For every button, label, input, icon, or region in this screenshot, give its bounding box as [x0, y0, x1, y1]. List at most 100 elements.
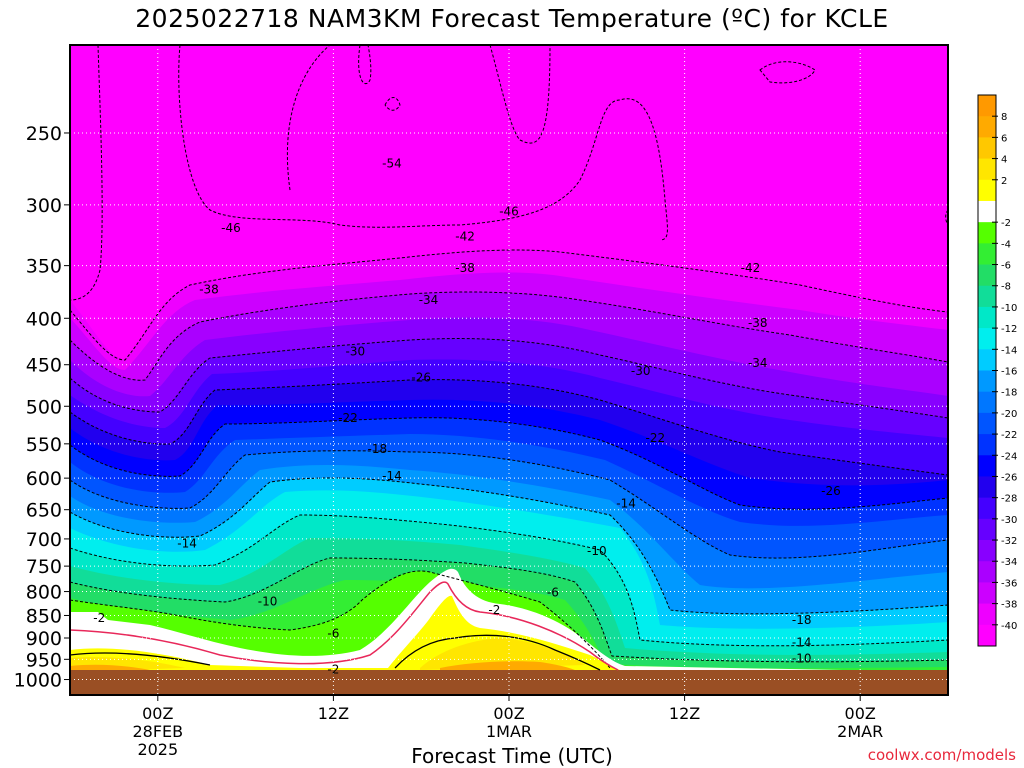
colorbar-label: 6 — [1001, 133, 1007, 144]
colorbar-label: -34 — [1001, 557, 1017, 568]
colorbar-label: -4 — [1001, 239, 1011, 250]
contour-label: -22 — [646, 431, 666, 445]
colorbar-swatch — [978, 497, 996, 520]
contour-label: -42 — [741, 261, 761, 275]
colorbar-label: -16 — [1001, 367, 1017, 378]
x-tick-label: 12Z — [318, 704, 349, 723]
colorbar-swatch — [978, 624, 996, 647]
contour-label: -14 — [382, 469, 402, 483]
x-tick-label: 00Z — [142, 704, 173, 723]
contour-label: -10 — [792, 651, 812, 665]
contour-label: -22 — [338, 411, 358, 425]
colorbar-swatch — [978, 95, 996, 117]
colorbar-label: -20 — [1001, 409, 1017, 420]
colorbar-swatch — [978, 582, 996, 605]
contour-label: -10 — [258, 594, 278, 608]
contour-label: -46 — [221, 221, 241, 235]
colorbar-label: -28 — [1001, 494, 1017, 505]
colorbar-label: 8 — [1001, 112, 1007, 123]
y-tick-label: 950 — [26, 649, 62, 671]
y-tick-label: 650 — [26, 500, 62, 522]
colorbar-label: -26 — [1001, 472, 1017, 483]
colorbar-label: -30 — [1001, 515, 1017, 526]
colorbar-swatch — [978, 328, 996, 350]
contour-label: -38 — [199, 283, 219, 297]
colorbar-swatch — [978, 412, 996, 435]
y-tick-label: 400 — [26, 308, 62, 330]
contour-label: -6 — [327, 627, 339, 641]
grid-lines — [70, 45, 948, 695]
contour-label: -2 — [327, 663, 339, 677]
colorbar-swatch — [978, 370, 996, 393]
contour-label: -30 — [631, 364, 651, 378]
contour-label: -18 — [367, 442, 387, 456]
y-tick-label: 800 — [26, 582, 62, 604]
y-tick-label: 500 — [26, 396, 62, 418]
temperature-field — [70, 45, 948, 695]
colorbar-label: -8 — [1001, 282, 1011, 293]
colorbar-swatch — [978, 222, 996, 244]
contour-label: -6 — [547, 586, 559, 600]
colorbar-swatch — [978, 561, 996, 583]
y-tick-label: 1000 — [14, 670, 62, 692]
chart-title: 2025022718 NAM3KM Forecast Temperature (… — [135, 4, 889, 33]
contour-label: -34 — [748, 356, 768, 370]
band-6-orange — [70, 661, 575, 672]
contour-label: -42 — [455, 229, 475, 243]
x-tick-label: 2MAR — [837, 722, 883, 741]
contour-label: -10 — [587, 544, 607, 558]
contour-label: -14 — [616, 497, 636, 511]
contour-label: -54 — [382, 156, 402, 170]
colorbar-swatch — [978, 518, 996, 541]
colorbar-label: -18 — [1001, 388, 1017, 399]
band-4-gold — [70, 638, 585, 672]
colorbar-swatch — [978, 476, 996, 499]
colorbar-label: 2 — [1001, 176, 1007, 187]
colorbar-swatch — [978, 179, 996, 202]
y-tick-label: 750 — [26, 556, 62, 578]
contour-label: -38 — [748, 316, 768, 330]
contour-label: -2 — [488, 603, 500, 617]
colorbar-swatch — [978, 116, 996, 138]
y-axis: 2503003504004505005506006507007508008509… — [14, 123, 70, 692]
colorbar-swatch — [978, 540, 996, 562]
x-tick-label: 00Z — [845, 704, 876, 723]
x-axis-label: Forecast Time (UTC) — [411, 744, 613, 768]
contour-label: -26 — [411, 371, 431, 385]
credit-text: coolwx.com/models — [867, 746, 1016, 764]
x-tick-label: 1MAR — [486, 722, 532, 741]
colorbar-label: -36 — [1001, 578, 1017, 589]
ground-surface — [70, 670, 948, 695]
y-tick-label: 550 — [26, 434, 62, 456]
contour-label: -38 — [455, 261, 475, 275]
y-tick-label: 850 — [26, 605, 62, 627]
colorbar-swatch — [978, 285, 996, 308]
colorbar-swatch — [978, 603, 996, 626]
colorbar-label: -38 — [1001, 600, 1017, 611]
contour-label: -14 — [792, 635, 812, 649]
colorbar-swatch — [978, 434, 996, 456]
colorbar-label: -40 — [1001, 621, 1017, 632]
colorbar-label: 4 — [1001, 155, 1007, 166]
colorbar-swatch — [978, 391, 996, 414]
colorbar-swatch — [978, 243, 996, 265]
contour-label: -2 — [93, 611, 105, 625]
y-tick-label: 450 — [26, 355, 62, 377]
contour-label: -26 — [821, 484, 841, 498]
contour-labels: -54 -46 -46 -42 -42 -38 -38 -38 -34 -34 -30 -30 -26 -… — [93, 156, 840, 676]
x-tick-label: 00Z — [493, 704, 524, 723]
zero-line — [70, 634, 601, 671]
colorbar-swatch — [978, 158, 996, 181]
y-tick-label: 900 — [26, 628, 62, 650]
colorbar-swatch — [978, 137, 996, 159]
x-tick-label: 12Z — [669, 704, 700, 723]
colorbar-swatch — [978, 349, 996, 371]
contour-label: -46 — [499, 204, 519, 218]
contour-label: -18 — [792, 613, 812, 627]
contour-label: -14 — [177, 536, 197, 550]
y-tick-label: 300 — [26, 195, 62, 217]
colorbar-label: -22 — [1001, 430, 1017, 441]
colorbar: 8 6 4 2 -2 -4 -6 -8 -10 -12 -14 -16 -18 -20 -22 -24 -26 -… — [977, 94, 1017, 647]
